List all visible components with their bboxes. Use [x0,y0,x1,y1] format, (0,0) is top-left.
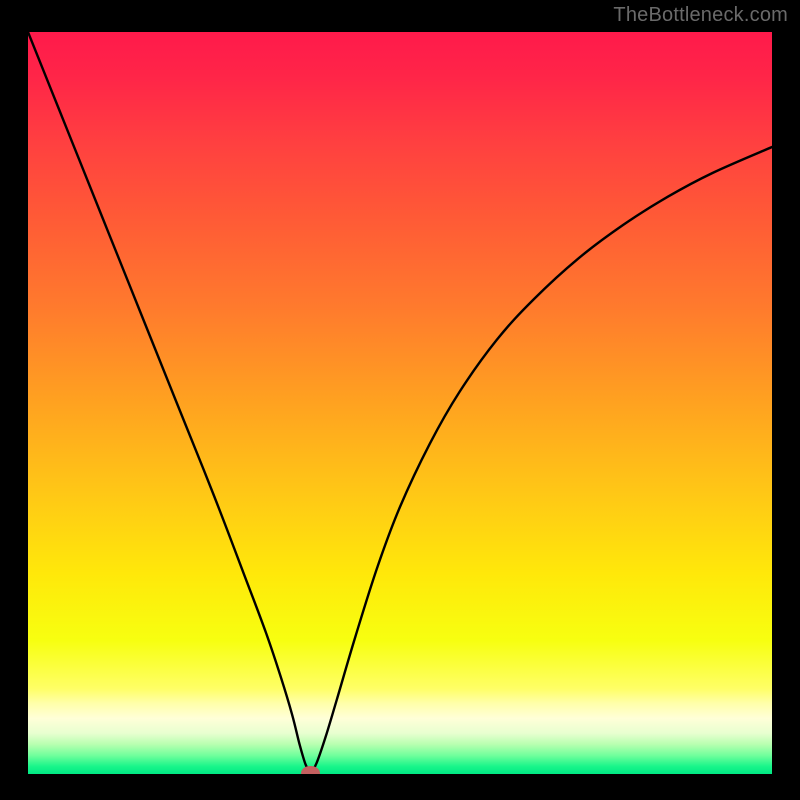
plot-frame [0,0,800,800]
bottleneck-curve-right [311,147,772,773]
plot-area [28,32,772,774]
watermark-text: TheBottleneck.com [613,4,788,27]
bottleneck-curve-left [28,32,310,773]
curve-layer [28,32,772,774]
